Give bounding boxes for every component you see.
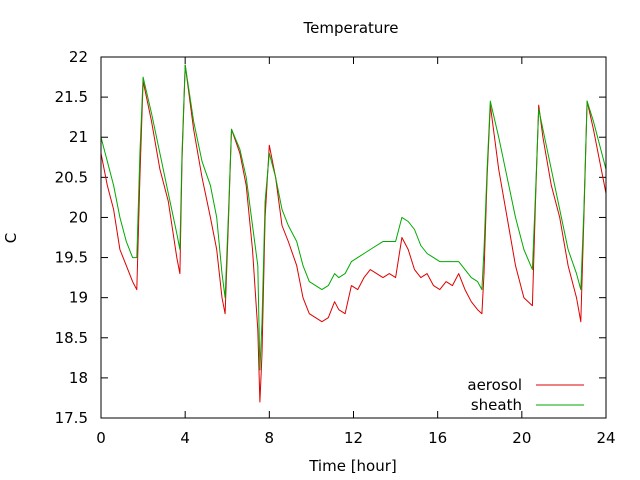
series-line-sheath (100, 64, 607, 371)
y-tick-label: 21 (69, 128, 88, 146)
y-axis-label-group: C (2, 233, 20, 243)
y-tick-label: 20 (69, 208, 88, 226)
x-tick-label: 12 (344, 429, 363, 447)
legend-label-sheath: sheath (471, 396, 522, 414)
y-tick-label: 21.5 (55, 88, 88, 106)
x-tick-label: 20 (512, 429, 531, 447)
axis-tick-labels: 0 4 8 12 16 20 24 17.5 18 18.5 19 19.5 20 20.5 21 21.5 2… (55, 48, 616, 447)
y-tick-label: 17.5 (55, 409, 88, 427)
x-tick-label: 16 (428, 429, 447, 447)
y-axis-label: C (2, 233, 20, 243)
y-tick-label: 22 (69, 48, 88, 66)
x-tick-label: 8 (265, 429, 275, 447)
chart-title: Temperature (302, 19, 398, 37)
legend: aerosol sheath (467, 376, 584, 414)
y-tick-label: 18.5 (55, 329, 88, 347)
axis-ticks (100, 56, 607, 419)
x-tick-label: 0 (96, 429, 106, 447)
x-tick-label: 24 (596, 429, 615, 447)
y-tick-label: 20.5 (55, 168, 88, 186)
y-tick-label: 19.5 (55, 249, 88, 267)
x-tick-label: 4 (180, 429, 190, 447)
legend-label-aerosol: aerosol (467, 376, 522, 394)
x-axis-label: Time [hour] (308, 457, 397, 475)
y-tick-label: 19 (69, 289, 88, 307)
plot-frame (100, 56, 607, 419)
y-tick-label: 18 (69, 369, 88, 387)
series-lines (100, 64, 607, 403)
